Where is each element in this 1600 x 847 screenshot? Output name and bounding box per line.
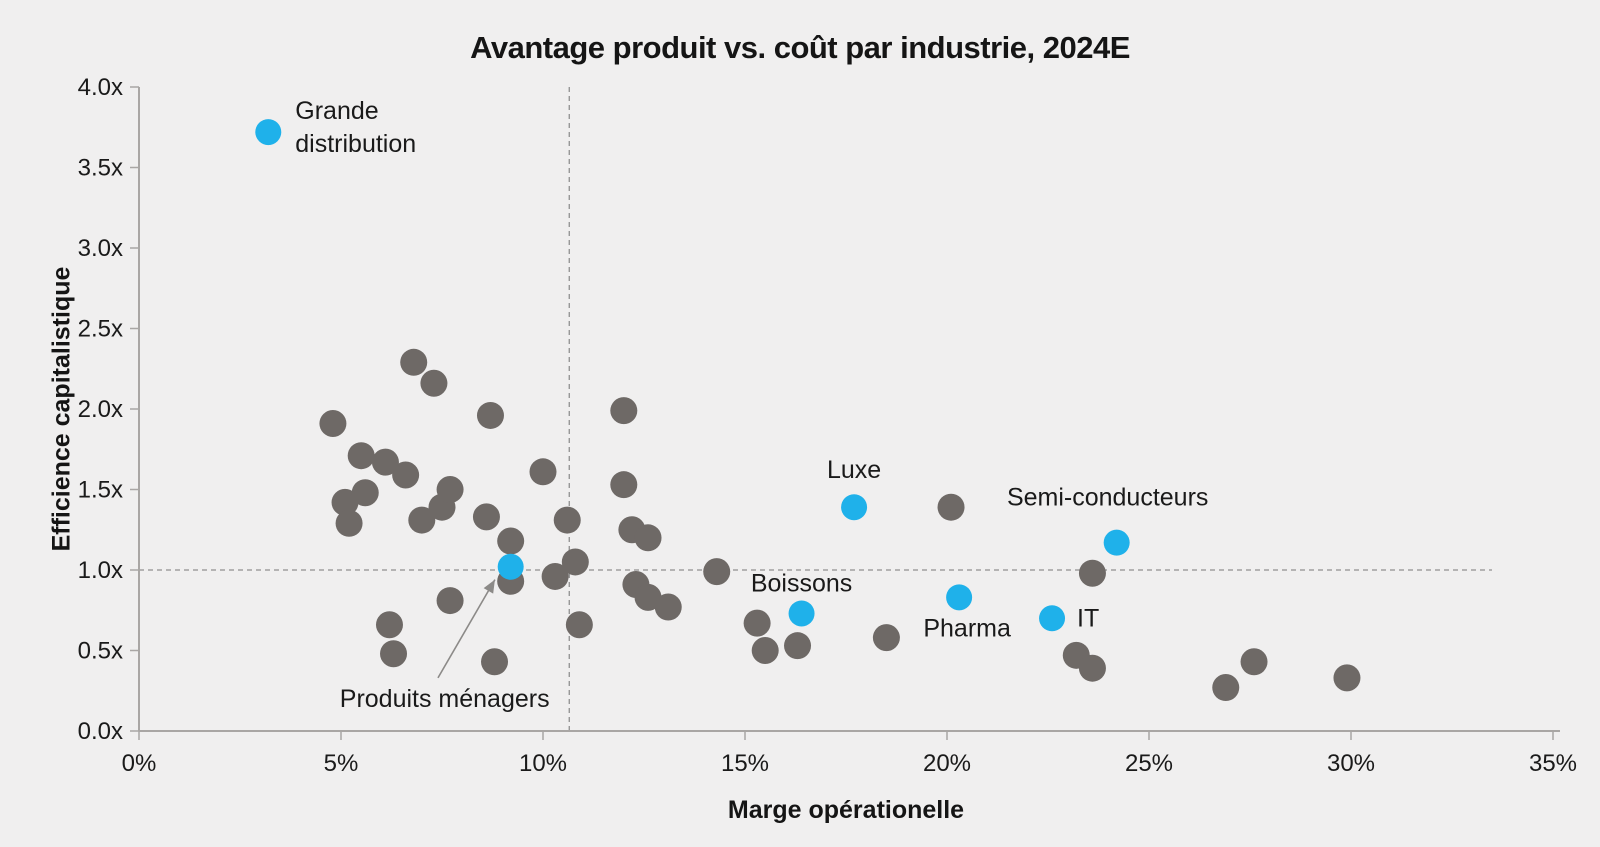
y-tick-label: 0.5x <box>78 638 123 665</box>
y-tick-label: 3.0x <box>78 235 123 262</box>
data-point <box>784 632 812 660</box>
data-point <box>371 448 399 476</box>
data-point <box>375 611 403 639</box>
point-label-luxe: Luxe <box>827 456 881 484</box>
data-point <box>319 409 347 437</box>
data-point <box>634 583 662 611</box>
data-point <box>1333 664 1361 692</box>
data-point <box>497 527 525 555</box>
data-point <box>335 509 363 537</box>
x-tick-label: 25% <box>1125 750 1173 777</box>
data-point <box>392 461 420 489</box>
x-tick-label: 0% <box>122 750 157 777</box>
x-tick-label: 5% <box>324 750 359 777</box>
data-point-produits-m-nagers <box>497 553 524 580</box>
data-point <box>654 593 682 621</box>
data-point <box>347 442 375 470</box>
annotation-arrowhead-icon <box>483 579 495 594</box>
data-point-luxe <box>841 494 868 521</box>
data-point <box>610 471 638 499</box>
point-label-it: IT <box>1077 604 1099 632</box>
point-label-pharma: Pharma <box>923 614 1011 642</box>
data-point <box>561 548 589 576</box>
data-point <box>1078 559 1106 587</box>
point-label-semi-conducteurs: Semi-conducteurs <box>1007 484 1208 512</box>
y-tick-label: 2.5x <box>78 316 123 343</box>
data-point <box>1212 674 1240 702</box>
data-point <box>565 611 593 639</box>
chart-title: Avantage produit vs. coût par industrie,… <box>470 30 1130 65</box>
data-point <box>351 479 379 507</box>
data-point-pharma <box>946 584 973 611</box>
data-point-semi-conducteurs <box>1103 529 1130 556</box>
y-tick-label: 2.0x <box>78 396 123 423</box>
y-tick-label: 1.5x <box>78 477 123 504</box>
data-point <box>420 369 448 397</box>
point-label-boissons: Boissons <box>751 569 852 597</box>
data-point <box>472 503 500 531</box>
data-point <box>1240 648 1268 676</box>
x-tick-label: 35% <box>1529 750 1577 777</box>
x-tick-label: 15% <box>721 750 769 777</box>
y-tick-label: 4.0x <box>78 74 123 101</box>
data-point <box>529 458 557 486</box>
data-point <box>541 562 569 590</box>
data-point <box>476 401 504 429</box>
data-point <box>634 524 662 552</box>
data-point-grande-distribution <box>255 119 282 146</box>
data-point <box>408 506 436 534</box>
y-tick-label: 0.0x <box>78 718 123 745</box>
data-point <box>481 648 509 676</box>
data-point <box>553 506 581 534</box>
data-point <box>380 640 408 668</box>
data-point <box>751 637 779 664</box>
x-tick-label: 20% <box>923 750 971 777</box>
data-point-it <box>1039 605 1066 632</box>
data-point <box>1078 654 1106 682</box>
y-tick-label: 3.5x <box>78 155 123 182</box>
data-point <box>703 558 731 586</box>
point-label-grande-distribution: Grande distribution <box>295 97 416 158</box>
data-point <box>436 587 464 615</box>
data-point <box>436 476 464 503</box>
data-point-boissons <box>788 600 815 627</box>
data-point <box>937 493 965 521</box>
point-label-produits-m-nagers: Produits ménagers <box>340 685 550 713</box>
data-point <box>743 609 771 637</box>
data-point <box>400 348 428 376</box>
data-point <box>331 488 359 516</box>
annotation-arrow-line <box>437 579 496 679</box>
data-point <box>610 397 638 425</box>
y-tick-label: 1.0x <box>78 557 123 584</box>
data-point <box>872 624 900 652</box>
x-tick-label: 30% <box>1327 750 1375 777</box>
x-tick-label: 10% <box>519 750 567 777</box>
x-axis-title: Marge opérationelle <box>727 796 965 824</box>
